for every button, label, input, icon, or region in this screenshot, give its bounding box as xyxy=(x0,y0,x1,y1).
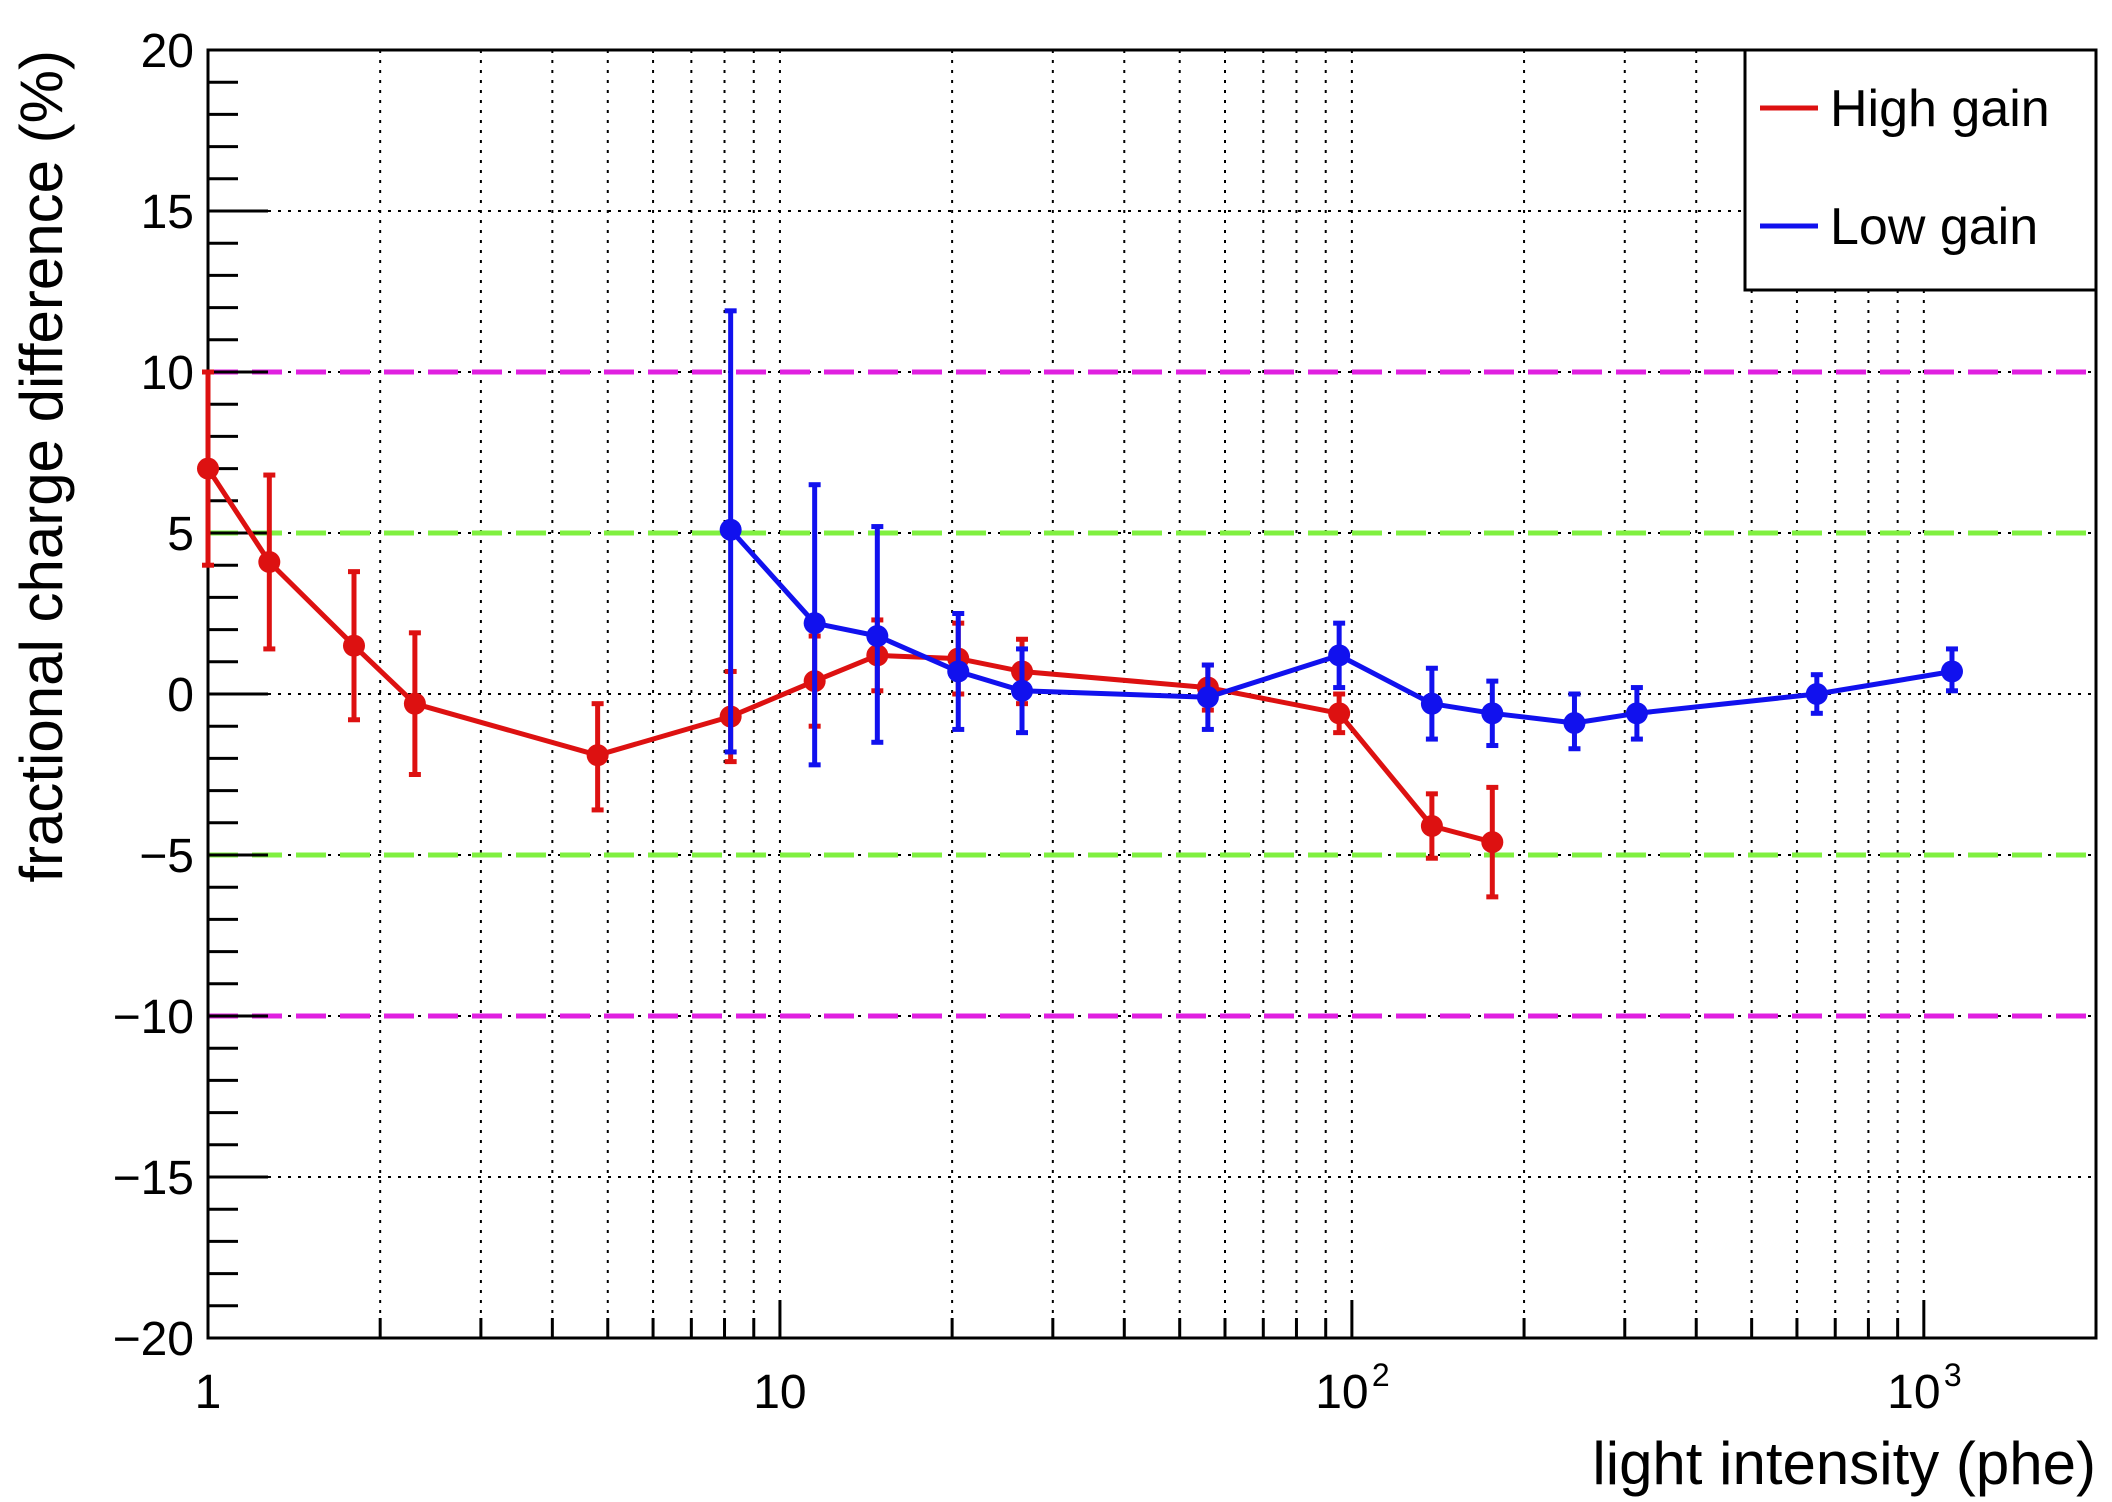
data-point xyxy=(947,660,970,683)
data-point xyxy=(403,692,426,715)
data-point xyxy=(1420,692,1443,715)
legend: High gain Low gain xyxy=(1743,48,2098,292)
data-point xyxy=(1420,815,1443,838)
data-point xyxy=(1563,711,1586,734)
data-point xyxy=(1625,702,1648,725)
data-point xyxy=(1011,679,1034,702)
data-point xyxy=(719,518,742,541)
x-tick-label: 10 xyxy=(1887,1366,1940,1419)
data-point xyxy=(197,457,219,480)
y-tick-label: 5 xyxy=(167,508,194,561)
plot-frame xyxy=(206,48,2098,1340)
y-tick-label: −10 xyxy=(113,991,194,1044)
legend-label-low-gain: Low gain xyxy=(1830,198,2038,256)
data-point xyxy=(1328,644,1351,667)
data-point xyxy=(1481,702,1504,725)
data-point xyxy=(1328,702,1351,725)
x-axis-title: light intensity (phe) xyxy=(1592,1430,2096,1497)
series-line xyxy=(205,467,1493,845)
y-tick-label: −15 xyxy=(113,1152,194,1205)
data-point xyxy=(586,744,609,767)
data-point xyxy=(258,550,281,573)
y-tick-label: −20 xyxy=(113,1313,194,1366)
data-point xyxy=(1940,660,1963,683)
x-tick-label: 1 xyxy=(195,1366,222,1419)
x-tick-label-exponent: 2 xyxy=(1372,1357,1390,1393)
legend-box xyxy=(1743,48,2098,292)
data-point xyxy=(343,634,366,657)
y-tick-label: 20 xyxy=(141,25,194,78)
x-tick-label: 10 xyxy=(753,1366,806,1419)
y-tick-label: 0 xyxy=(167,669,194,722)
data-series xyxy=(197,308,1963,900)
data-point xyxy=(866,625,889,648)
y-tick-label: −5 xyxy=(139,830,194,883)
data-point xyxy=(1481,831,1504,854)
x-tick-label-exponent: 3 xyxy=(1944,1357,1962,1393)
data-point xyxy=(1196,686,1219,709)
y-tick-label: 15 xyxy=(141,186,194,239)
x-tick-label: 10 xyxy=(1315,1366,1368,1419)
reference-lines xyxy=(208,369,2096,1019)
series-low-gain xyxy=(719,308,1963,768)
y-axis-title: fractional charge difference (%) xyxy=(8,50,75,883)
data-point xyxy=(803,612,826,635)
y-tick-label: 10 xyxy=(141,347,194,400)
axis-ticks xyxy=(206,48,2098,1340)
data-point xyxy=(1805,683,1828,705)
legend-label-high-gain: High gain xyxy=(1830,80,2050,138)
